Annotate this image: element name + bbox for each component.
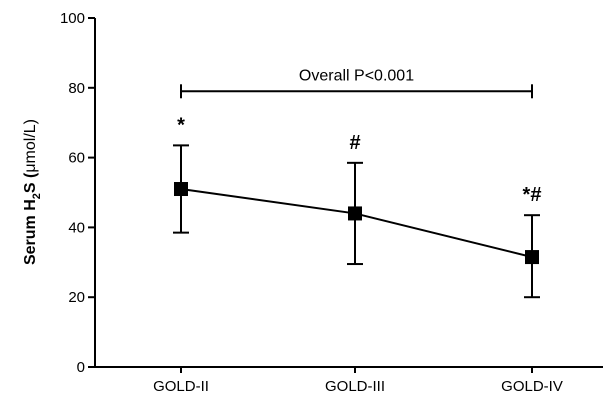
series-group — [173, 144, 540, 299]
y-tick-label: 60 — [68, 150, 85, 167]
data-point — [348, 206, 362, 221]
x-tick-label: GOLD-II — [153, 378, 209, 395]
y-ticks: 0 20 40 60 80 100 — [60, 10, 95, 376]
x-tick-label: GOLD-III — [325, 378, 385, 395]
data-point — [525, 250, 539, 265]
y-tick-label: 80 — [68, 80, 85, 97]
significance-mark: # — [349, 132, 360, 154]
data-point — [174, 182, 188, 197]
y-tick-label: 100 — [60, 10, 85, 27]
significance-marks: *#*# — [177, 114, 541, 206]
bracket-label: Overall P<0.001 — [299, 67, 414, 84]
series-line — [180, 188, 533, 259]
y-tick-label: 40 — [68, 219, 85, 236]
significance-bracket — [180, 84, 533, 99]
y-tick-label: 20 — [68, 289, 85, 306]
y-axis-title: Serum H2S (μmol/L) — [22, 119, 43, 265]
x-ticks: GOLD-II GOLD-III GOLD-IV — [153, 367, 563, 395]
significance-mark: *# — [523, 184, 542, 206]
x-tick-label: GOLD-IV — [501, 378, 563, 395]
y-tick-label: 0 — [77, 359, 85, 376]
significance-mark: * — [177, 114, 185, 136]
